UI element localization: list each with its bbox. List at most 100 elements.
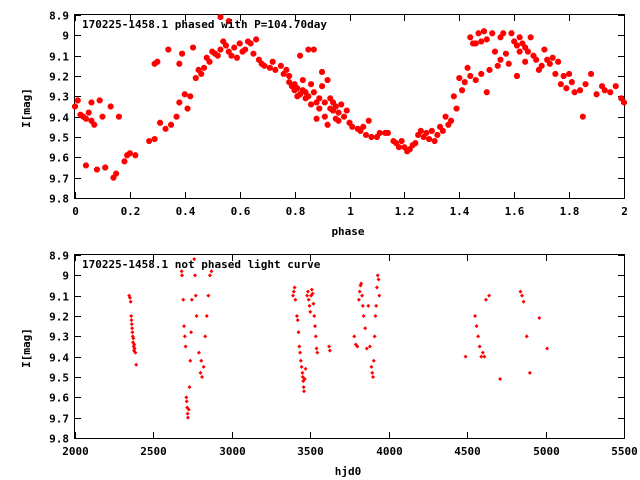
unphased-data-point <box>194 314 199 318</box>
unphased-data-point <box>477 344 482 349</box>
unphased-data-point <box>545 346 550 351</box>
phased-data-point <box>552 71 559 77</box>
unphased-data-point <box>298 358 303 363</box>
unphased-data-point <box>192 257 197 262</box>
phased-data-point <box>607 89 614 96</box>
unphased-data-point <box>367 344 372 349</box>
unphased-data-point <box>327 344 332 349</box>
phased-data-point <box>321 99 328 106</box>
phased-data-point <box>579 113 586 120</box>
phased-data-point <box>261 62 268 69</box>
phased-data-point <box>450 93 457 100</box>
phased-data-point <box>428 127 435 134</box>
phased-x-tick-label: 1.6 <box>505 205 525 218</box>
phased-data-point <box>316 105 323 112</box>
phased-data-point <box>162 125 169 132</box>
phased-data-point <box>396 144 402 151</box>
phased-data-point <box>448 117 454 124</box>
phased-data-point <box>324 121 331 128</box>
unphased-x-tick-label: 3000 <box>219 445 246 458</box>
unphased-data-point <box>294 314 299 318</box>
phased-data-point <box>461 79 468 86</box>
phased-data-point <box>121 158 128 165</box>
phased-data-point <box>335 109 342 116</box>
phased-data-point <box>83 115 89 122</box>
unphased-data-point <box>308 309 313 314</box>
unphased-x-tick-label: 5500 <box>611 445 638 458</box>
phased-data-point <box>533 56 540 63</box>
phased-data-point <box>557 81 564 88</box>
unphased-data-point <box>371 358 376 363</box>
unphased-y-tick-label: 9.5 <box>49 372 69 385</box>
unphased-y-axis-label: I[mag] <box>20 328 33 368</box>
phased-data-point <box>217 14 224 20</box>
phased-data-point <box>305 93 312 100</box>
phased-y-tick-label: 9.4 <box>49 112 69 125</box>
unphased-data-point <box>527 370 532 375</box>
unphased-y-tick-label: 9.8 <box>49 433 69 446</box>
phased-data-point <box>310 46 317 53</box>
phased-data-point <box>316 95 323 102</box>
phased-y-tick-label: 9.8 <box>49 193 69 206</box>
unphased-data-point <box>312 324 317 329</box>
phased-data-point <box>516 48 523 55</box>
phased-data-point <box>308 101 314 108</box>
unphased-data-point <box>311 301 316 306</box>
phased-data-point <box>313 115 320 122</box>
unphased-data-point <box>518 289 523 294</box>
phased-data-point <box>442 113 449 120</box>
phased-data-point <box>475 30 482 37</box>
unphased-data-point <box>131 336 136 341</box>
unphased-data-point <box>196 350 201 355</box>
unphased-data-point <box>128 299 133 304</box>
unphased-data-point <box>520 293 525 298</box>
unphased-data-point <box>188 358 193 363</box>
phased-data-point <box>478 71 485 77</box>
unphased-data-point <box>364 346 369 351</box>
phased-data-point <box>514 42 520 49</box>
phased-data-point <box>483 89 490 96</box>
phased-data-point <box>91 121 98 128</box>
phased-data-point <box>319 83 325 90</box>
unphased-data-point <box>305 293 310 298</box>
phased-data-point <box>107 103 114 110</box>
unphased-data-point <box>360 293 365 298</box>
phased-data-point <box>593 91 600 98</box>
unphased-data-point <box>179 273 184 278</box>
unphased-data-point <box>313 334 318 339</box>
unphased-data-point <box>303 366 308 371</box>
phased-data-point <box>217 46 224 53</box>
phased-data-point <box>99 113 106 120</box>
unphased-data-point <box>295 318 300 323</box>
phased-data-point <box>85 109 92 116</box>
phased-data-point <box>324 77 331 83</box>
phased-data-point <box>376 130 383 136</box>
unphased-data-point <box>314 346 319 351</box>
unphased-data-point <box>359 281 364 286</box>
unphased-x-tick-label: 5000 <box>533 445 560 458</box>
phased-x-tick-label: 0.2 <box>121 205 141 218</box>
phased-data-point <box>385 130 391 136</box>
phased-data-point <box>190 44 196 51</box>
phased-data-points <box>72 14 627 181</box>
phased-y-tick-label: 9 <box>62 30 69 43</box>
phased-data-point <box>560 73 567 79</box>
unphased-data-point <box>129 318 134 323</box>
phased-data-point <box>525 48 531 55</box>
unphased-data-point <box>129 322 134 327</box>
unphased-data-point <box>361 314 366 318</box>
unphased-data-point <box>376 277 381 282</box>
unphased-data-point <box>132 346 137 351</box>
unphased-data-point <box>299 364 304 369</box>
unphased-x-tick-label: 3500 <box>297 445 324 458</box>
unphased-data-point <box>184 399 189 404</box>
phased-data-point <box>247 40 254 47</box>
phased-data-point <box>214 52 221 59</box>
unphased-data-point <box>179 269 184 274</box>
phased-data-point <box>154 58 161 65</box>
unphased-data-point <box>370 370 375 375</box>
unphased-y-tick-label: 8.9 <box>49 250 69 263</box>
unphased-data-point <box>292 285 297 290</box>
phased-x-tick-label: 1.2 <box>395 205 415 218</box>
